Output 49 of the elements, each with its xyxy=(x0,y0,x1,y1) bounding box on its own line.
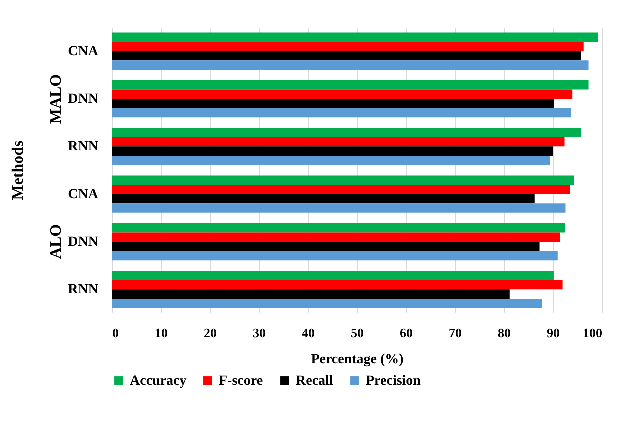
bar xyxy=(112,176,574,186)
legend-label: Accuracy xyxy=(130,374,187,389)
bar xyxy=(112,108,572,118)
x-tick-label: 60 xyxy=(400,326,413,340)
bar xyxy=(112,128,582,138)
bar xyxy=(112,271,554,280)
x-tick-label: 30 xyxy=(253,326,266,340)
bar xyxy=(112,99,554,108)
text: MALO xyxy=(48,74,65,124)
x-tick-label: 80 xyxy=(498,326,511,340)
y-tick-label: CNA xyxy=(68,44,100,60)
bar xyxy=(112,156,550,166)
bar xyxy=(112,146,553,156)
bar xyxy=(112,290,510,299)
legend-label: Precision xyxy=(366,374,422,389)
bar xyxy=(112,32,598,42)
bar xyxy=(112,185,570,194)
y-tick-label: RNN xyxy=(68,282,98,298)
x-tick-label: 50 xyxy=(351,326,364,340)
bar xyxy=(112,194,535,204)
x-tick-label: 90 xyxy=(547,326,560,340)
x-tick-label: 0 xyxy=(112,326,119,340)
bar xyxy=(112,51,582,61)
bar xyxy=(112,60,589,70)
x-tick-label: 10 xyxy=(155,326,168,340)
bar xyxy=(112,242,540,252)
x-axis-title: Percentage (%) xyxy=(311,352,404,368)
y-tick-label: DNN xyxy=(68,92,98,108)
x-tick-label: 70 xyxy=(449,326,462,340)
bar xyxy=(112,280,563,290)
y-tick-label: CNA xyxy=(68,187,100,202)
legend-label: F-score xyxy=(219,374,264,389)
bar xyxy=(112,251,558,261)
x-tick-label: 40 xyxy=(302,326,315,340)
text: ALO xyxy=(48,224,65,260)
y-axis-title: Methods xyxy=(10,140,27,200)
bar xyxy=(112,90,573,100)
y-tick-label: DNN xyxy=(68,234,98,250)
bar xyxy=(112,42,584,52)
bar xyxy=(112,204,566,213)
x-tick-label: 100 xyxy=(583,326,602,340)
bar xyxy=(112,80,589,90)
bar xyxy=(112,223,566,233)
y-tick-label: RNN xyxy=(68,140,98,155)
legend-label: Recall xyxy=(296,374,334,389)
bar xyxy=(112,232,560,242)
bar xyxy=(112,137,565,147)
bar xyxy=(112,298,542,308)
x-tick-label: 20 xyxy=(204,326,217,340)
